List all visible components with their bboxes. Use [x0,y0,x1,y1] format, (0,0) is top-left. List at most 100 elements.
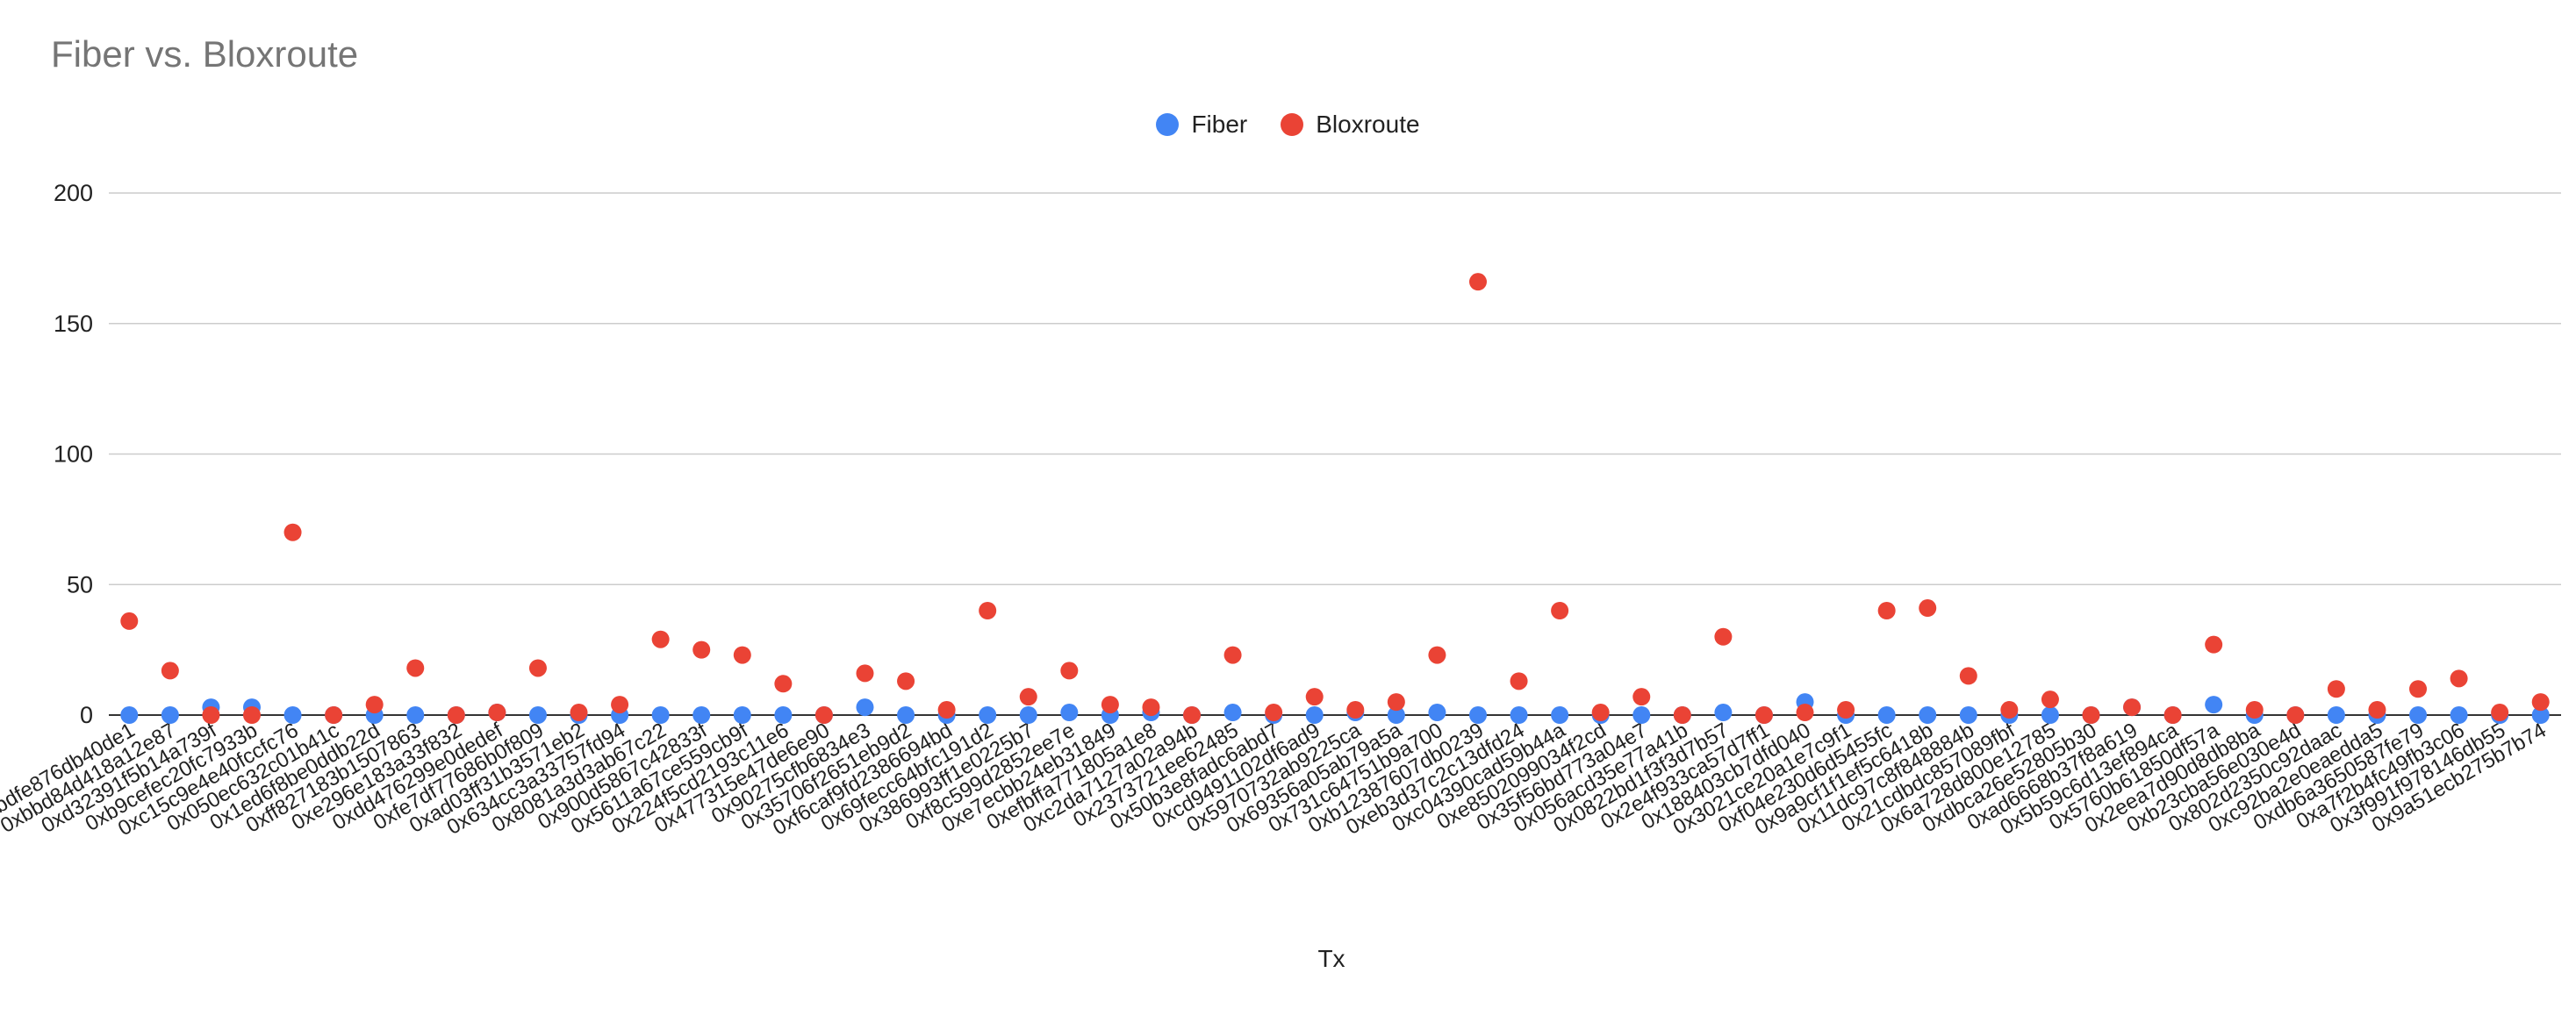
bloxroute-point[interactable] [2327,680,2345,698]
fiber-point[interactable] [1468,706,1487,724]
fiber-point[interactable] [1714,704,1733,722]
bloxroute-point[interactable] [1877,602,1896,619]
bloxroute-point[interactable] [325,706,343,724]
fiber-point[interactable] [733,706,751,724]
bloxroute-point[interactable] [1101,696,1119,714]
bloxroute-point[interactable] [2000,701,2019,719]
legend-swatch-fiber [1156,113,1180,136]
bloxroute-point[interactable] [1837,701,1855,719]
bloxroute-point[interactable] [979,602,997,619]
bloxroute-point[interactable] [570,704,588,722]
fiber-point[interactable] [283,706,302,724]
fiber-point[interactable] [2327,706,2345,724]
bloxroute-point[interactable] [242,706,261,724]
series-fiber [120,693,2550,724]
fiber-point[interactable] [774,706,793,724]
bloxroute-point[interactable] [2286,706,2305,724]
bloxroute-point[interactable] [2041,690,2059,709]
fiber-point[interactable] [897,706,915,724]
bloxroute-point[interactable] [2205,635,2223,654]
y-tick-label: 0 [80,702,93,728]
bloxroute-point[interactable] [1060,662,1079,680]
bloxroute-point[interactable] [2409,680,2428,698]
bloxroute-point[interactable] [1551,602,1569,619]
fiber-point[interactable] [1919,706,1937,724]
bloxroute-point[interactable] [774,675,793,693]
fiber-point[interactable] [528,706,547,724]
bloxroute-point[interactable] [1673,706,1691,724]
bloxroute-point[interactable] [161,662,179,680]
fiber-point[interactable] [2041,706,2059,724]
bloxroute-point[interactable] [1428,646,1446,664]
bloxroute-point[interactable] [1919,599,1937,618]
fiber-point[interactable] [2205,696,2223,714]
legend-item-fiber[interactable]: Fiber [1156,111,1247,139]
bloxroute-point[interactable] [1754,706,1773,724]
bloxroute-point[interactable] [202,706,220,724]
bloxroute-point[interactable] [1223,646,1242,664]
fiber-point[interactable] [161,706,179,724]
bloxroute-point[interactable] [856,664,874,683]
bloxroute-point[interactable] [1265,704,1283,722]
bloxroute-point[interactable] [611,696,629,714]
bloxroute-point[interactable] [1714,627,1733,646]
bloxroute-point[interactable] [2245,701,2264,719]
fiber-point[interactable] [1019,706,1037,724]
fiber-point[interactable] [1551,706,1569,724]
fiber-point[interactable] [1387,706,1405,724]
bloxroute-point[interactable] [1632,688,1651,706]
bloxroute-point[interactable] [1510,672,1528,690]
bloxroute-point[interactable] [1346,701,1365,719]
bloxroute-point[interactable] [1387,693,1405,712]
bloxroute-point[interactable] [733,646,751,664]
fiber-point[interactable] [120,706,139,724]
fiber-point[interactable] [2409,706,2428,724]
fiber-point[interactable] [1510,706,1528,724]
bloxroute-point[interactable] [1305,688,1324,706]
fiber-point[interactable] [1305,706,1324,724]
fiber-point[interactable] [1428,704,1446,722]
fiber-point[interactable] [2531,706,2550,724]
bloxroute-point[interactable] [2368,701,2386,719]
fiber-point[interactable] [406,706,425,724]
fiber-point[interactable] [1959,706,1977,724]
fiber-point[interactable] [2450,706,2468,724]
fiber-point[interactable] [692,706,711,724]
fiber-point[interactable] [1223,704,1242,722]
bloxroute-point[interactable] [814,706,833,724]
bloxroute-point[interactable] [1468,273,1487,291]
bloxroute-point[interactable] [1019,688,1037,706]
bloxroute-point[interactable] [406,659,425,677]
bloxroute-point[interactable] [120,612,139,630]
bloxroute-point[interactable] [2163,706,2182,724]
bloxroute-point[interactable] [365,696,384,714]
bloxroute-point[interactable] [2531,693,2550,712]
bloxroute-point[interactable] [1796,704,1814,722]
bloxroute-point[interactable] [447,706,465,724]
fiber-point[interactable] [1877,706,1896,724]
bloxroute-point[interactable] [283,523,302,541]
series-bloxroute [120,273,2550,724]
bloxroute-point[interactable] [1142,698,1160,717]
fiber-point[interactable] [979,706,997,724]
bloxroute-point[interactable] [937,701,956,719]
bloxroute-point[interactable] [1959,667,1977,685]
fiber-point[interactable] [856,698,874,717]
chart-legend: Fiber Bloxroute [0,111,2576,139]
bloxroute-point[interactable] [488,704,506,722]
fiber-point[interactable] [1632,706,1651,724]
bloxroute-point[interactable] [2450,669,2468,688]
bloxroute-point[interactable] [2491,704,2509,722]
bloxroute-point[interactable] [528,659,547,677]
bloxroute-point[interactable] [692,640,711,659]
bloxroute-point[interactable] [651,630,670,648]
bloxroute-point[interactable] [2082,706,2100,724]
bloxroute-point[interactable] [1591,704,1610,722]
bloxroute-point[interactable] [2123,698,2142,717]
fiber-point[interactable] [651,706,670,724]
bloxroute-point[interactable] [1183,706,1202,724]
legend-item-bloxroute[interactable]: Bloxroute [1281,111,1420,139]
fiber-point[interactable] [1060,704,1079,722]
bloxroute-point[interactable] [897,672,915,690]
